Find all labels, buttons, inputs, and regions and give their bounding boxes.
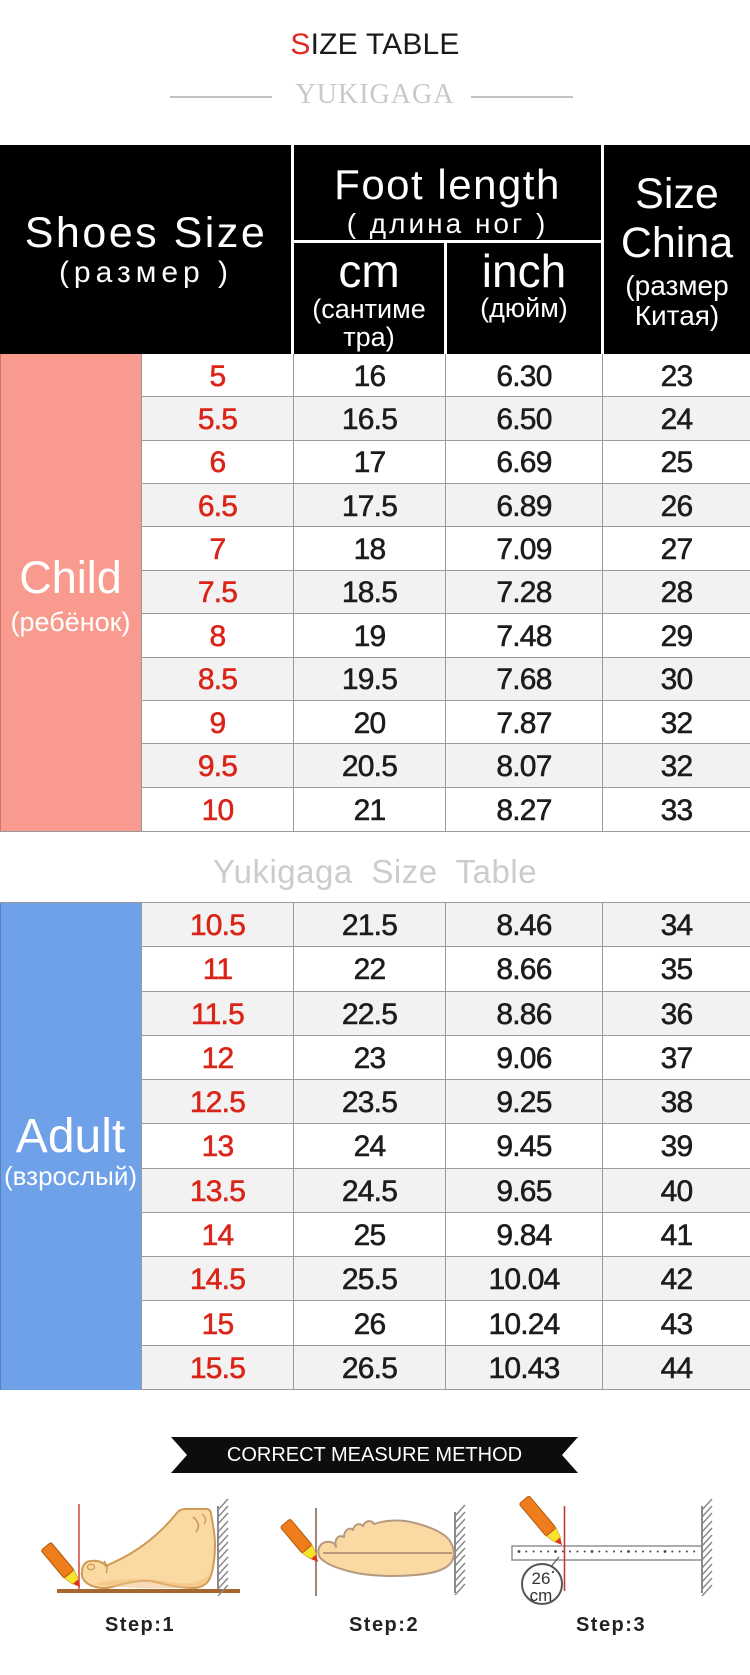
svg-text:26: 26	[532, 1569, 551, 1588]
svg-text:cm: cm	[530, 1586, 553, 1605]
